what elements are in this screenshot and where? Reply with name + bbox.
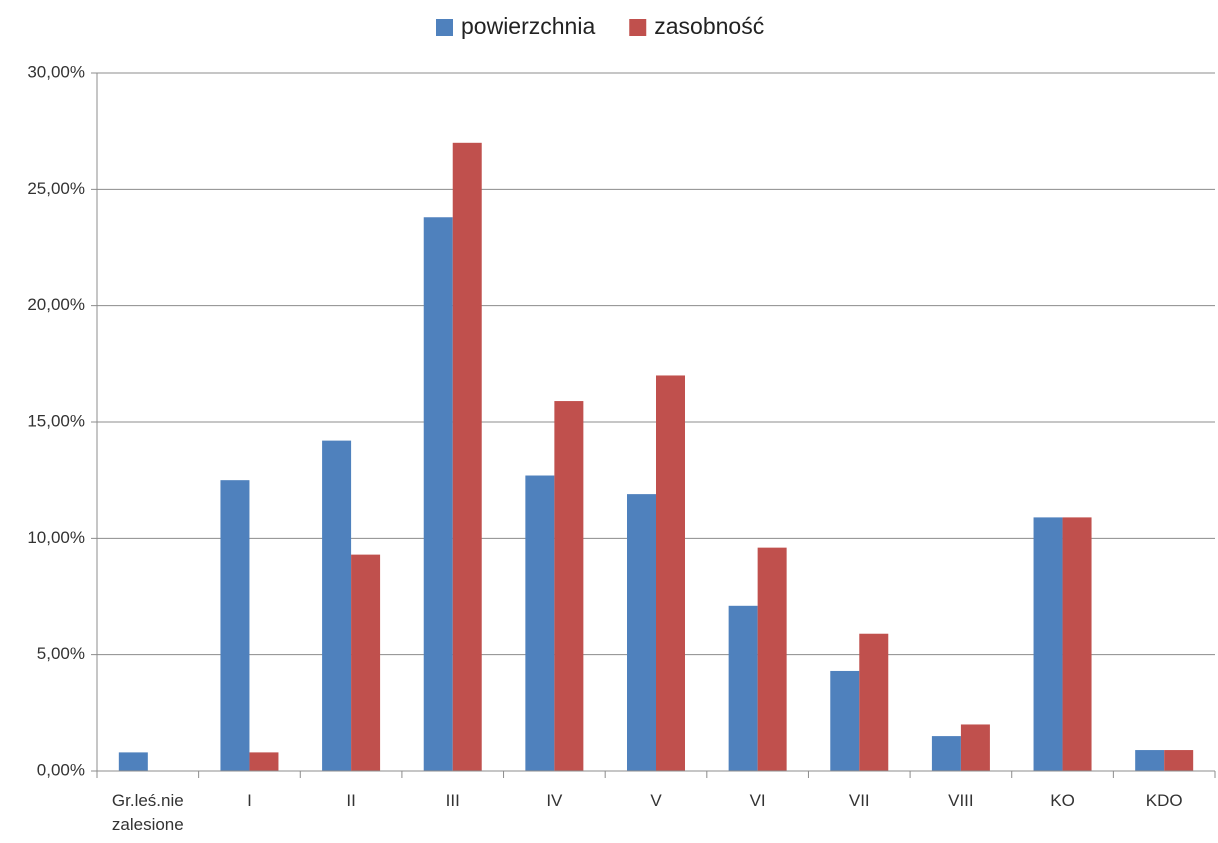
- bar: [351, 554, 381, 771]
- legend-swatch: [629, 19, 647, 36]
- x-tick-label: Gr.leś.nie zalesione: [111, 791, 184, 834]
- bar: [1164, 750, 1194, 771]
- bar: [1062, 517, 1092, 771]
- bar: [118, 752, 148, 771]
- legend-label: zasobność: [654, 13, 764, 39]
- legend-label: powierzchnia: [461, 13, 595, 39]
- bar: [656, 375, 685, 771]
- bar: [452, 142, 482, 772]
- legend-swatch: [436, 19, 453, 36]
- x-tick-label: KDO: [1145, 791, 1183, 810]
- y-tick-label: 15,00%: [27, 411, 85, 430]
- y-tick-label: 30,00%: [27, 62, 85, 81]
- bar: [728, 605, 758, 771]
- bar: [960, 724, 990, 771]
- x-tick-label: III: [445, 791, 460, 810]
- bar: [554, 401, 584, 771]
- x-tick-label: VII: [848, 791, 870, 810]
- x-tick-label: IV: [546, 791, 563, 810]
- bar: [525, 475, 555, 771]
- bar: [1135, 750, 1165, 771]
- bar: [249, 752, 279, 771]
- bar: [322, 440, 352, 771]
- y-tick-label: 5,00%: [37, 644, 85, 663]
- y-tick-label: 0,00%: [37, 760, 85, 779]
- bar: [1033, 517, 1063, 771]
- x-tick-label: I: [247, 791, 252, 810]
- x-tick-label: II: [346, 791, 356, 810]
- bar: [423, 217, 453, 772]
- bar: [757, 547, 787, 771]
- x-tick-label: V: [650, 791, 662, 810]
- y-tick-label: 10,00%: [27, 528, 85, 547]
- bar: [859, 633, 889, 771]
- x-tick-label: VI: [749, 791, 766, 810]
- y-tick-label: 20,00%: [27, 295, 85, 314]
- x-tick-label: KO: [1050, 791, 1075, 810]
- bar: [220, 480, 250, 771]
- bar: [830, 670, 860, 771]
- y-tick-label: 25,00%: [27, 179, 85, 198]
- bar: [627, 494, 656, 771]
- bar: [931, 736, 961, 771]
- x-tick-label: VIII: [948, 791, 974, 810]
